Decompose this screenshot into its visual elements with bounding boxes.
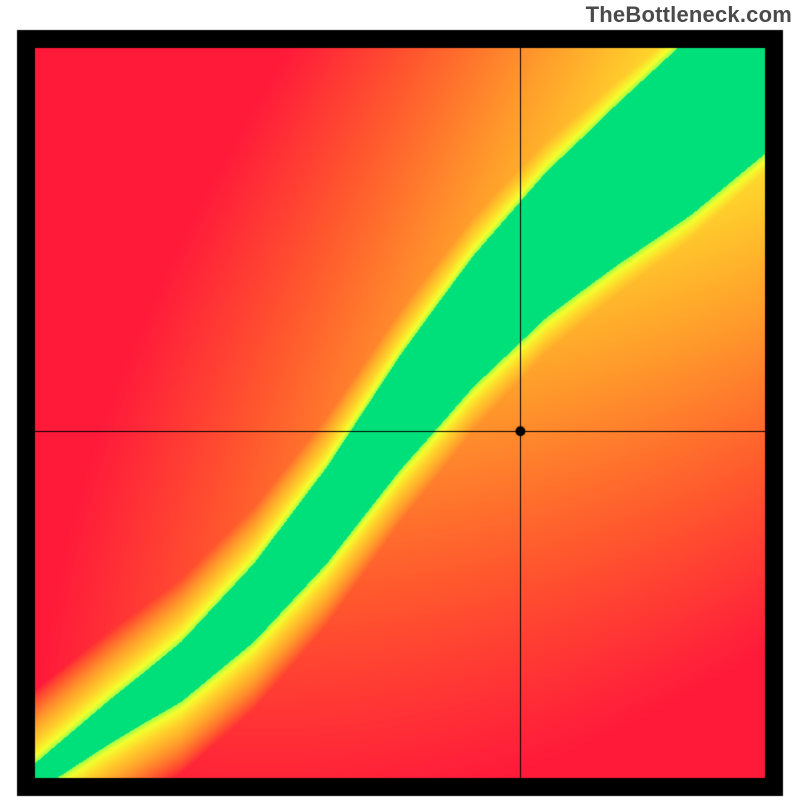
- watermark-text: TheBottleneck.com: [586, 2, 792, 28]
- figure-container: TheBottleneck.com: [0, 0, 800, 800]
- heatmap-canvas: [0, 0, 800, 800]
